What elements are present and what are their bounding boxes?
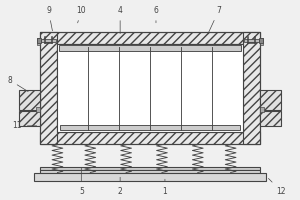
Bar xyxy=(37,38,40,45)
Text: 5: 5 xyxy=(79,167,84,196)
Bar xyxy=(57,44,243,132)
Text: 1: 1 xyxy=(163,179,167,196)
Bar xyxy=(260,107,264,112)
Bar xyxy=(40,170,260,173)
Bar xyxy=(40,32,260,144)
Bar xyxy=(260,38,263,45)
Bar xyxy=(243,32,260,144)
Bar xyxy=(41,39,56,42)
Text: 8: 8 xyxy=(7,76,28,92)
Text: 9: 9 xyxy=(46,6,52,31)
Bar xyxy=(34,173,266,181)
Text: 11: 11 xyxy=(12,121,37,130)
Bar xyxy=(244,39,259,42)
Bar xyxy=(260,90,281,110)
Bar xyxy=(19,90,40,110)
Bar xyxy=(260,111,281,126)
Text: 4: 4 xyxy=(118,6,123,34)
Bar xyxy=(40,32,260,44)
Bar xyxy=(40,132,260,144)
Bar xyxy=(19,111,40,126)
Text: 6: 6 xyxy=(154,6,158,23)
Bar xyxy=(40,167,260,170)
Text: 7: 7 xyxy=(208,6,221,34)
Bar xyxy=(259,38,263,43)
Text: 12: 12 xyxy=(268,178,286,196)
Bar xyxy=(36,107,40,112)
Text: 10: 10 xyxy=(76,6,86,23)
Text: 2: 2 xyxy=(118,177,122,196)
Bar xyxy=(40,32,57,144)
Bar xyxy=(37,38,41,43)
Bar xyxy=(60,125,240,130)
Bar xyxy=(59,45,241,51)
